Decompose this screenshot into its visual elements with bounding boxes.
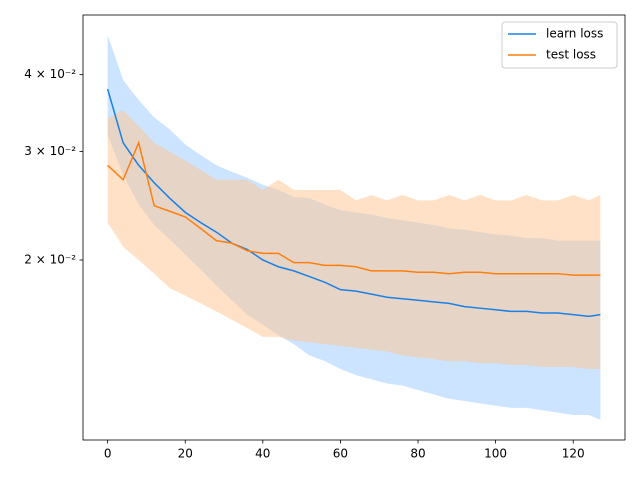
x-tick-label: 20	[178, 447, 193, 461]
y-tick-label: 3 × 10⁻²	[24, 144, 76, 158]
x-tick-label: 40	[255, 447, 270, 461]
line	[106, 88, 601, 318]
x-tick-label: 120	[562, 447, 585, 461]
x-tick-label: 60	[333, 447, 348, 461]
y-tick-label: 2 × 10⁻²	[24, 252, 76, 266]
x-tick-label: 0	[104, 447, 112, 461]
band	[107, 110, 601, 370]
line	[107, 140, 601, 276]
x-tick-label: 100	[484, 447, 507, 461]
legend-label: learn loss	[546, 27, 603, 41]
legend-label: test loss	[546, 48, 596, 62]
y-tick-label: 4 × 10⁻²	[24, 67, 76, 81]
plot-frame	[82, 14, 626, 441]
x-tick-label: 80	[410, 447, 425, 461]
